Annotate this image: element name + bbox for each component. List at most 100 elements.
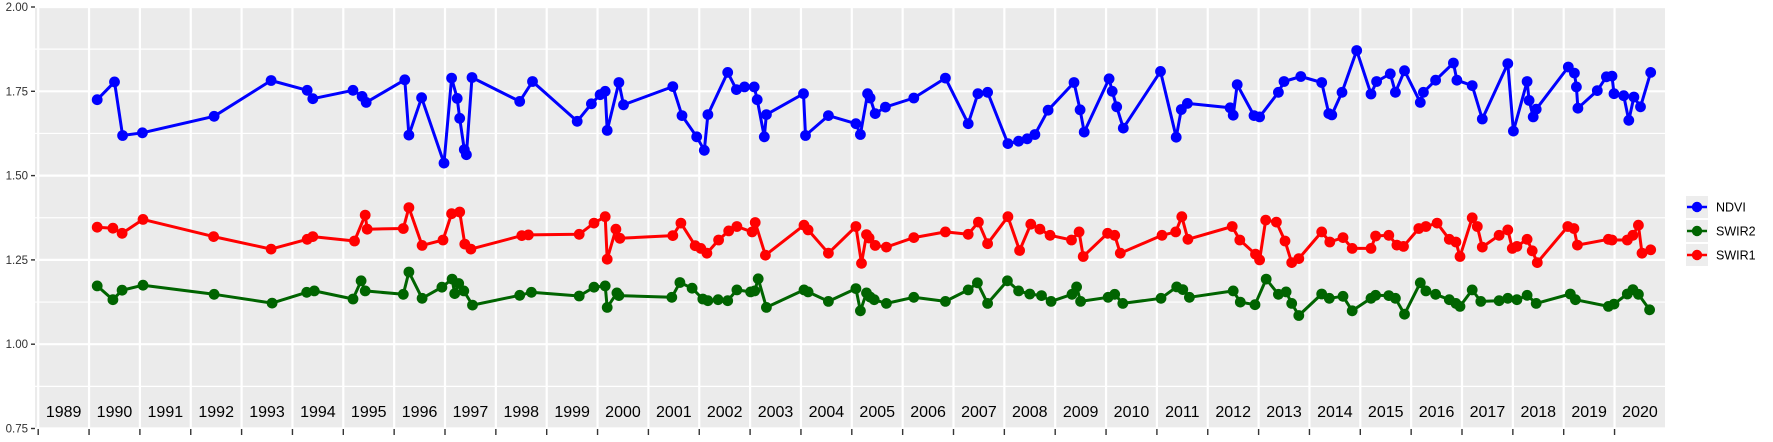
data-point <box>722 295 734 307</box>
data-point <box>446 208 457 220</box>
data-point <box>800 130 811 141</box>
data-point <box>1324 236 1336 248</box>
data-point <box>1075 296 1086 307</box>
data-point <box>1502 292 1514 304</box>
data-point <box>855 129 866 140</box>
data-point <box>1371 76 1382 87</box>
data-point <box>523 229 534 241</box>
data-point <box>1502 224 1514 236</box>
data-point <box>1316 226 1328 238</box>
data-point <box>599 280 611 292</box>
data-point <box>1078 126 1090 138</box>
data-point <box>1176 211 1188 223</box>
data-point <box>1156 229 1168 241</box>
data-point <box>823 110 834 121</box>
data-point <box>1106 85 1118 97</box>
data-point <box>614 232 626 244</box>
data-point <box>761 302 772 313</box>
data-point <box>107 294 119 306</box>
legend-label: NDVI <box>1716 201 1746 215</box>
data-point <box>1571 81 1582 93</box>
data-point <box>850 221 862 232</box>
data-point <box>1645 244 1657 256</box>
data-point <box>1450 236 1462 248</box>
data-point <box>908 232 920 244</box>
data-point <box>1279 235 1291 247</box>
data-point <box>1636 247 1648 259</box>
data-point <box>1384 68 1396 80</box>
data-point <box>1572 239 1583 251</box>
data-point <box>972 88 984 100</box>
data-point <box>1286 298 1298 309</box>
data-point <box>982 298 993 309</box>
data-point <box>1155 292 1167 304</box>
data-point <box>698 144 710 156</box>
data-point <box>416 92 427 104</box>
data-point <box>712 294 724 306</box>
data-point <box>1068 77 1080 88</box>
data-point <box>723 225 735 237</box>
data-point <box>1278 76 1290 87</box>
data-point <box>1511 294 1523 306</box>
data-point <box>208 110 220 122</box>
data-point <box>416 240 428 251</box>
x-year-label: 1993 <box>249 404 285 421</box>
x-year-label: 2002 <box>707 404 743 421</box>
data-point <box>1025 218 1037 230</box>
data-point <box>1260 273 1272 285</box>
data-point <box>1234 296 1246 308</box>
data-point <box>1182 233 1194 245</box>
data-point <box>1471 221 1483 232</box>
data-point <box>208 288 220 300</box>
data-point <box>91 221 103 233</box>
data-point <box>403 129 415 141</box>
x-year-label: 1996 <box>402 404 438 421</box>
data-point <box>972 277 983 289</box>
data-point <box>514 289 526 301</box>
legend-item-swir1: SWIR1 <box>1686 244 1756 266</box>
data-point <box>1351 45 1363 56</box>
data-point <box>107 222 119 234</box>
y-tick-label: 0.75 <box>6 424 28 436</box>
data-point <box>1530 298 1542 309</box>
data-point <box>1606 70 1618 82</box>
data-point <box>869 108 881 119</box>
data-point <box>760 249 771 261</box>
data-point <box>1633 288 1644 300</box>
data-point <box>449 288 461 299</box>
data-point <box>1117 122 1129 134</box>
data-point <box>1336 86 1348 98</box>
data-point <box>1326 109 1338 121</box>
data-point <box>137 127 148 139</box>
data-point <box>458 285 470 297</box>
data-point <box>731 84 742 95</box>
data-point <box>265 75 277 86</box>
data-point <box>1493 295 1505 307</box>
data-point <box>731 284 743 296</box>
data-point <box>1249 299 1261 311</box>
x-year-label: 1994 <box>300 404 336 421</box>
y-tick-label: 1.75 <box>6 86 28 98</box>
data-point <box>307 231 319 243</box>
data-point <box>676 110 688 121</box>
data-point <box>940 296 951 307</box>
data-point <box>1398 241 1409 252</box>
data-point <box>855 305 866 317</box>
data-point <box>399 74 411 86</box>
data-point <box>1530 103 1542 115</box>
data-point <box>722 67 734 78</box>
data-point <box>359 209 371 221</box>
data-point <box>758 131 770 143</box>
data-point <box>1077 251 1089 262</box>
data-point <box>880 101 891 113</box>
data-point <box>1370 289 1381 301</box>
data-point <box>1034 223 1046 235</box>
x-year-label: 2012 <box>1215 404 1251 421</box>
data-point <box>1418 86 1429 98</box>
gridlines <box>35 5 1665 430</box>
data-point <box>1628 91 1640 103</box>
data-point <box>573 290 585 302</box>
data-point <box>962 284 974 296</box>
data-point <box>1337 290 1349 302</box>
x-year-label: 2010 <box>1114 404 1150 421</box>
